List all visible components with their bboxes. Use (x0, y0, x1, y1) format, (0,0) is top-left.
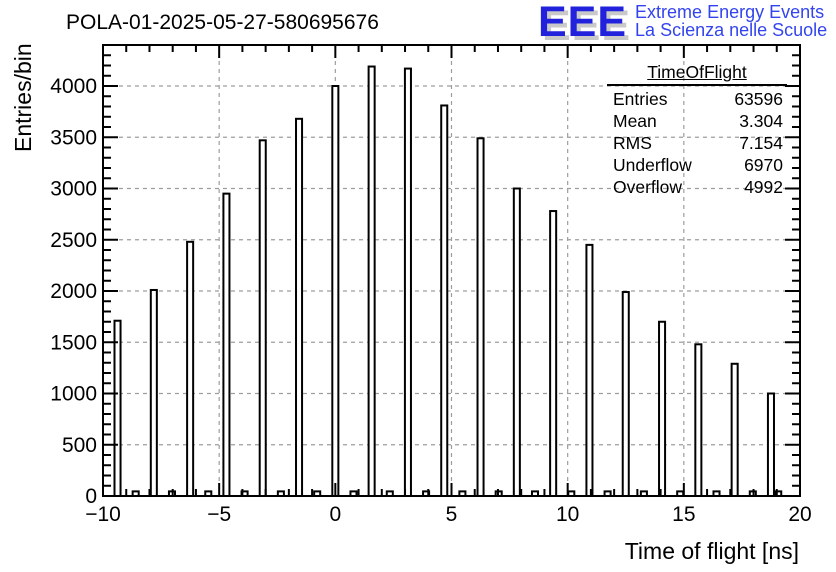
y-tick-label: 2500 (50, 229, 97, 252)
stats-value: 4992 (744, 177, 783, 197)
y-tick-labels: 0 500 1000 1500 2000 2500 3000 3500 4000 (50, 75, 97, 508)
stats-value: 3.304 (739, 111, 783, 131)
y-tick-label: 3000 (50, 178, 97, 201)
eee-logo-caption: Extreme Energy Events La Scienza nelle S… (635, 3, 827, 39)
x-tick-label: 5 (446, 503, 458, 526)
histogram-bar (331, 85, 340, 497)
x-axis-title: Time of flight [ns] (625, 538, 799, 564)
y-tick-label: 2000 (50, 280, 97, 303)
eee-logo: EEE Extreme Energy Events La Scienza nel… (538, 0, 827, 44)
histogram-bar (476, 137, 485, 497)
stats-label: Underflow (613, 155, 692, 175)
plot-title: POLA-01-2025-05-27-580695676 (66, 11, 379, 34)
x-tick-label: 15 (672, 503, 695, 526)
y-axis-title-group: Entries/bin (10, 43, 36, 152)
histogram-bar (585, 243, 594, 497)
x-axis-title-group: Time of flight [ns] (625, 538, 799, 564)
histogram-bar (621, 291, 630, 497)
stats-value: 63596 (734, 89, 783, 109)
stats-value: 6970 (744, 155, 783, 175)
stats-label: RMS (613, 133, 652, 153)
y-axis-title: Entries/bin (10, 43, 36, 152)
x-tick-label: 10 (556, 503, 579, 526)
y-tick-label: 1000 (50, 383, 97, 406)
stats-label: Overflow (613, 177, 683, 197)
stats-row-rms: RMS 7.154 (607, 132, 787, 154)
stats-row-overflow: Overflow 4992 (607, 176, 787, 198)
histogram-bar (730, 362, 739, 497)
y-tick-label: 0 (85, 485, 97, 508)
histogram-bar (222, 192, 231, 497)
histogram-bar (367, 65, 376, 498)
stats-row-underflow: Underflow 6970 (607, 154, 787, 176)
histogram-bar (149, 288, 158, 497)
axis-ticks (102, 44, 801, 497)
x-tick-label: 0 (329, 503, 341, 526)
x-tick-label: 20 (788, 503, 811, 526)
histogram-bar (295, 117, 304, 498)
eee-logo-line1: Extreme Energy Events (635, 2, 825, 22)
y-tick-label: 3500 (50, 126, 97, 149)
histogram-bar (440, 104, 449, 497)
eee-logo-acronym: EEE (538, 0, 628, 46)
x-tick-label: −5 (207, 503, 231, 526)
stats-box-title: TimeOfFlight (607, 61, 787, 86)
histogram-bar (113, 319, 122, 497)
histogram-bars (113, 65, 783, 498)
stats-row-mean: Mean 3.304 (607, 110, 787, 132)
histogram-bar (694, 343, 703, 497)
histogram-bar (258, 139, 267, 497)
x-tick-label: −10 (85, 503, 121, 526)
stats-box: TimeOfFlight Entries 63596 Mean 3.304 RM… (607, 61, 787, 198)
histogram-bar (403, 67, 412, 497)
stats-value: 7.154 (739, 133, 783, 153)
histogram-bar (658, 320, 667, 497)
histogram-bar (512, 187, 521, 497)
histogram-bar (549, 210, 558, 498)
y-tick-label: 500 (62, 434, 97, 457)
histogram-bar (766, 392, 775, 497)
histogram-bar (186, 240, 195, 497)
stats-row-entries: Entries 63596 (607, 88, 787, 110)
y-tick-label: 4000 (50, 75, 97, 98)
y-tick-label: 1500 (50, 331, 97, 354)
stats-label: Entries (613, 89, 668, 109)
x-tick-labels: −10 −5 0 5 10 15 20 (85, 503, 811, 526)
stats-label: Mean (613, 111, 657, 131)
eee-logo-line2: La Scienza nelle Scuole (635, 20, 828, 40)
